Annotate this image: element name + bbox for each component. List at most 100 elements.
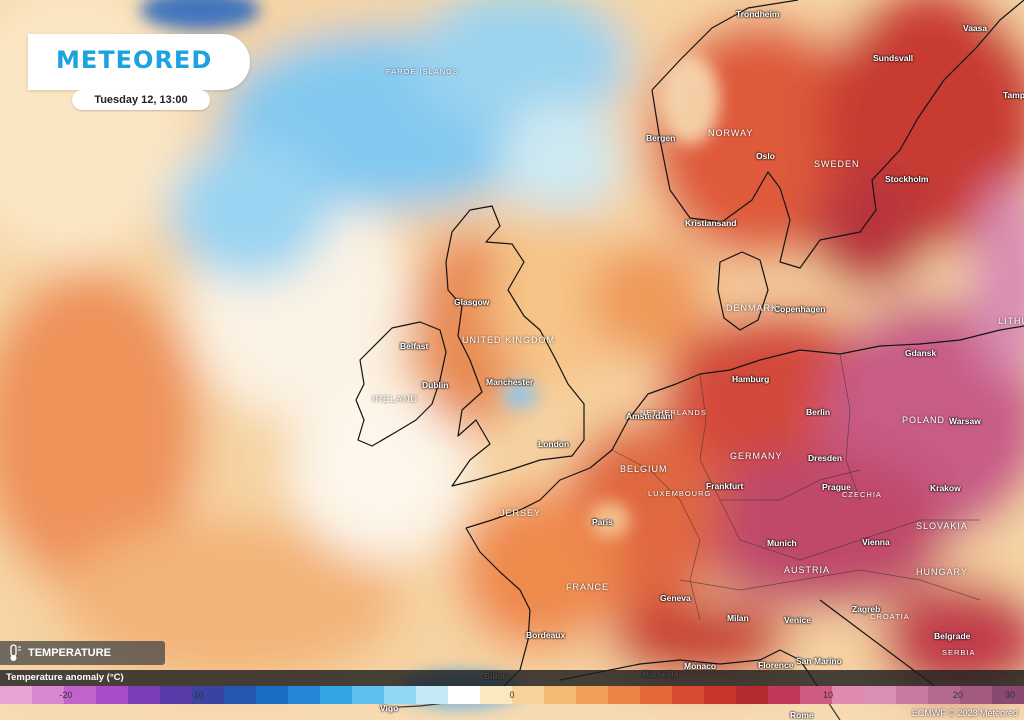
city-label-bergen: Bergen [646, 133, 676, 143]
country-label-slovakia: SLOVAKIA [916, 521, 968, 531]
city-label-hamburg: Hamburg [732, 374, 770, 384]
country-label-austria: AUSTRIA [784, 565, 831, 575]
legend-swatch [608, 686, 640, 704]
country-label-lithuania: LITHU [998, 316, 1024, 326]
legend-title: Temperature anomaly (°C) [6, 672, 124, 683]
legend-swatch [416, 686, 448, 704]
legend-swatch [768, 686, 800, 704]
legend-swatch [288, 686, 320, 704]
legend-swatch [864, 686, 896, 704]
legend-swatch [576, 686, 608, 704]
thermometer-icon [10, 644, 21, 661]
country-label-poland: POLAND [902, 415, 946, 425]
country-label-united-kingdom: UNITED KINGDOM [462, 335, 556, 345]
legend-swatch [544, 686, 576, 704]
city-label-milan: Milan [727, 613, 749, 623]
country-label-hungary: HUNGARY [916, 567, 968, 577]
legend-swatch [192, 686, 224, 704]
city-label-sundsvall: Sundsvall [873, 53, 914, 63]
legend-swatch [384, 686, 416, 704]
legend-swatch [320, 686, 352, 704]
legend-color-scale [0, 686, 1024, 704]
legend-swatch [672, 686, 704, 704]
legend-swatch [640, 686, 672, 704]
legend-swatch [0, 686, 32, 704]
country-label-denmark: DENMARK [726, 303, 779, 313]
city-label-manchester: Manchester [486, 377, 534, 387]
city-label-zagreb: Zagreb [852, 604, 881, 614]
country-label-sweden: SWEDEN [814, 159, 860, 169]
country-label-serbia: SERBIA [942, 648, 976, 657]
country-label-luxembourg: LUXEMBOURG [648, 489, 712, 498]
city-label-amsterdam: Amsterdam [626, 411, 673, 421]
city-label-munich: Munich [767, 538, 797, 548]
city-label-vienna: Vienna [862, 537, 890, 547]
legend-swatch [256, 686, 288, 704]
legend-swatch [448, 686, 480, 704]
legend-swatch [64, 686, 96, 704]
city-label-geneva: Geneva [660, 593, 691, 603]
legend-tick-label: -10 [190, 690, 204, 700]
legend-swatch [32, 686, 64, 704]
city-label-belgrade: Belgrade [934, 631, 971, 641]
city-label-bordeaux: Bordeaux [526, 630, 566, 640]
city-label-rome: Rome [790, 710, 814, 720]
city-label-copenhagen: Copenhagen [774, 304, 826, 314]
city-label-belfast: Belfast [400, 341, 429, 351]
legend-swatch [128, 686, 160, 704]
legend-swatch [960, 686, 992, 704]
legend-swatch [992, 686, 1024, 704]
city-label-vigo: Vigo [380, 703, 399, 713]
brand-badge [28, 34, 250, 90]
city-label-glasgow: Glasgow [454, 297, 490, 307]
country-label-jersey: JERSEY [500, 508, 542, 518]
country-label-belgium: BELGIUM [620, 464, 668, 474]
city-label-oslo: Oslo [756, 151, 775, 161]
forecast-datetime[interactable]: Tuesday 12, 13:00 [72, 90, 210, 110]
city-label-frankfurt: Frankfurt [706, 481, 744, 491]
legend-header [0, 670, 1024, 686]
legend-tick-label: 30 [1004, 690, 1016, 700]
legend-swatch [96, 686, 128, 704]
city-label-dresden: Dresden [808, 453, 843, 463]
legend-swatch [928, 686, 960, 704]
country-label-croatia: CROATIA [870, 612, 910, 621]
city-label-vaasa: Vaasa [963, 23, 988, 33]
country-label-norway: NORWAY [708, 128, 754, 138]
legend-swatch [832, 686, 864, 704]
layer-selector[interactable]: TEMPERATURE ANOMALY [0, 641, 165, 683]
legend-swatch [160, 686, 192, 704]
legend-swatch [480, 686, 512, 704]
brand-logo: METEORED [56, 46, 213, 74]
country-label-faroe-islands: FAROE ISLANDS [386, 67, 459, 76]
legend-tick-label: 10 [822, 690, 834, 700]
city-label-prague: Prague [822, 482, 851, 492]
data-credit: ECMWF © 2023 Meteored [911, 708, 1018, 718]
legend-swatch [704, 686, 736, 704]
country-label-france: FRANCE [566, 582, 610, 592]
city-label-monaco: Monaco [684, 661, 717, 671]
city-label-stockholm: Stockholm [885, 174, 929, 184]
legend-swatch [512, 686, 544, 704]
country-label-czechia: CZECHIA [842, 490, 882, 499]
legend-swatch [896, 686, 928, 704]
city-label-san-marino: San Marino [796, 656, 842, 666]
legend-tick-label: 20 [952, 690, 964, 700]
city-label-gdansk: Gdansk [905, 348, 937, 358]
country-label-ireland: IRELAND [372, 394, 419, 404]
city-label-krakow: Krakow [930, 483, 961, 493]
city-label-florence: Florence [758, 660, 794, 670]
city-label-paris: Paris [592, 517, 613, 527]
city-label-dublin: Dublin [422, 380, 449, 390]
country-label-germany: GERMANY [730, 451, 783, 461]
country-label-netherlands: NETHERLANDS [640, 408, 707, 417]
city-label-warsaw: Warsaw [949, 416, 981, 426]
legend-swatch [352, 686, 384, 704]
legend-swatch [736, 686, 768, 704]
legend-footer [0, 704, 1024, 720]
city-label-tampere: Tamp [1003, 90, 1024, 100]
legend-tick-label: 0 [509, 690, 515, 700]
city-label-london: London [538, 439, 570, 449]
city-label-kristiansand: Kristiansand [685, 218, 737, 228]
